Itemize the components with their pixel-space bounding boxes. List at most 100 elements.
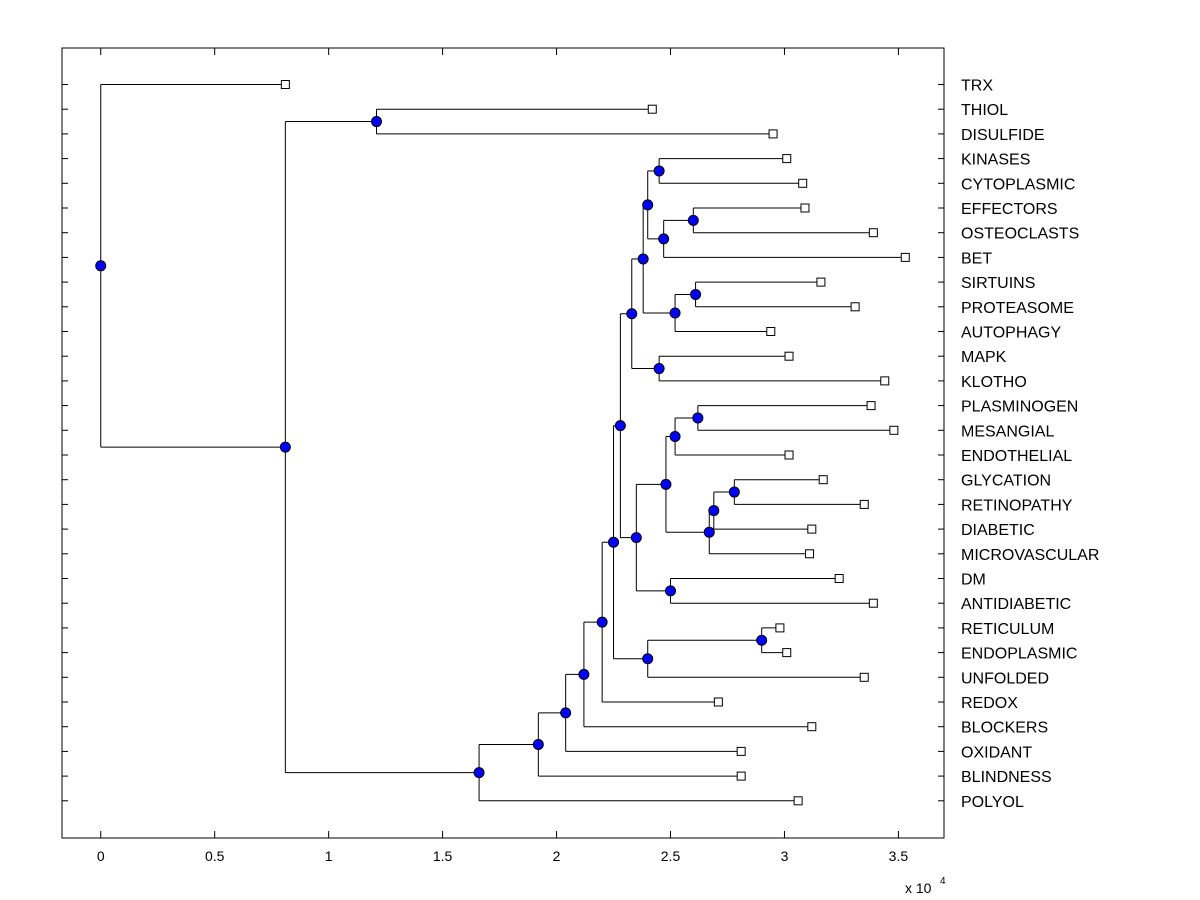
x-tick-label: 2.5 xyxy=(661,848,681,864)
leaf-marker-bet xyxy=(900,252,910,262)
cluster-node xyxy=(756,634,768,646)
leaf-label-sirtuins: SIRTUINS xyxy=(961,275,1035,292)
cluster-node xyxy=(596,616,608,628)
leaf-marker-blindness xyxy=(736,771,746,781)
cluster-node xyxy=(532,739,544,751)
leaf-label-klotho: KLOTHO xyxy=(961,374,1027,391)
cluster-node xyxy=(642,653,654,665)
leaf-label-endoplasmic: ENDOPLASMIC xyxy=(961,646,1077,663)
cluster-node xyxy=(630,532,642,544)
leaf-marker-kinases xyxy=(782,154,792,164)
leaf-marker-glycation xyxy=(818,475,828,485)
leaf-marker-microvascular xyxy=(805,549,815,559)
leaf-label-microvascular: MICROVASCULAR xyxy=(961,547,1099,564)
cluster-node xyxy=(692,412,704,424)
leaf-marker-endoplasmic xyxy=(782,648,792,658)
leaf-label-disulfide: DISULFIDE xyxy=(961,127,1045,144)
leaf-label-retinopathy: RETINOPATHY xyxy=(961,497,1073,514)
leaf-label-proteasome: PROTEASOME xyxy=(961,300,1074,317)
leaf-marker-mesangial xyxy=(889,425,899,435)
leaf-label-diabetic: DIABETIC xyxy=(961,522,1035,539)
cluster-node xyxy=(626,308,638,320)
cluster-node xyxy=(687,214,699,226)
cluster-node xyxy=(371,116,383,128)
x-tick-label: 0.5 xyxy=(205,848,225,864)
leaf-label-autophagy: AUTOPHAGY xyxy=(961,325,1062,342)
leaf-marker-cytoplasmic xyxy=(798,178,808,188)
leaf-label-blindness: BLINDNESS xyxy=(961,769,1052,786)
x-scale-label: x 10 xyxy=(905,880,932,896)
leaf-label-blockers: BLOCKERS xyxy=(961,720,1048,737)
leaf-label-kinases: KINASES xyxy=(961,152,1030,169)
cluster-node xyxy=(660,478,672,490)
leaf-marker-klotho xyxy=(880,376,890,386)
cluster-node xyxy=(669,307,681,319)
leaf-marker-effectors xyxy=(800,203,810,213)
leaf-marker-mapk xyxy=(784,351,794,361)
leaf-label-bet: BET xyxy=(961,250,992,267)
x-tick-label: 0 xyxy=(97,848,105,864)
x-axis: 0 0.5 1 1.5 2 2.5 3 3.5 xyxy=(97,48,909,864)
leaf-label-oxidant: OXIDANT xyxy=(961,744,1032,761)
node-markers xyxy=(95,116,768,779)
leaf-marker-retinopathy xyxy=(859,499,869,509)
leaf-marker-polyol xyxy=(793,796,803,806)
cluster-node xyxy=(665,585,677,597)
leaf-marker-antidiabetic xyxy=(868,598,878,608)
y-tick-marks xyxy=(62,84,944,802)
leaf-marker-dm xyxy=(834,574,844,583)
leaf-marker-autophagy xyxy=(766,327,776,336)
leaf-marker-reticulum xyxy=(775,623,785,633)
leaf-marker-redox xyxy=(713,697,723,707)
x-tick-label: 1.5 xyxy=(433,848,453,864)
leaf-label-osteoclasts: OSTEOCLASTS xyxy=(961,226,1079,243)
leaf-label-mapk: MAPK xyxy=(961,349,1007,366)
cluster-node xyxy=(658,233,670,245)
leaf-marker-plasminogen xyxy=(866,401,876,411)
leaf-label-trx: TRX xyxy=(961,78,993,95)
leaf-label-plasminogen: PLASMINOGEN xyxy=(961,399,1078,416)
cluster-node xyxy=(95,260,107,272)
leaf-label-mesangial: MESANGIAL xyxy=(961,423,1054,440)
cluster-node xyxy=(614,420,626,432)
cluster-node xyxy=(708,505,720,517)
leaf-label-cytoplasmic: CYTOPLASMIC xyxy=(961,176,1075,193)
plot-area xyxy=(61,47,945,839)
leaf-marker-blockers xyxy=(807,722,817,732)
leaf-label-reticulum: RETICULUM xyxy=(961,621,1054,638)
cluster-node xyxy=(279,441,291,453)
cluster-node xyxy=(703,526,715,538)
cluster-node xyxy=(560,707,572,719)
x-tick-label: 1 xyxy=(325,848,333,864)
cluster-node xyxy=(642,199,654,211)
x-tick-label: 3 xyxy=(781,848,789,864)
leaf-marker-diabetic xyxy=(807,524,817,534)
leaf-label-effectors: EFFECTORS xyxy=(961,201,1058,218)
leaf-marker-proteasome xyxy=(850,302,860,312)
cluster-node xyxy=(728,486,740,498)
cluster-node xyxy=(653,363,665,375)
leaf-label-glycation: GLYCATION xyxy=(961,473,1051,490)
leaf-marker-thiol xyxy=(647,104,657,114)
leaf-label-endothelial: ENDOTHELIAL xyxy=(961,448,1072,465)
x-tick-label: 3.5 xyxy=(889,848,909,864)
cluster-node xyxy=(669,430,681,442)
cluster-node xyxy=(690,288,702,300)
cluster-node xyxy=(608,536,620,548)
leaf-label-polyol: POLYOL xyxy=(961,794,1024,811)
x-scale-exponent: 4 xyxy=(940,876,946,887)
leaf-marker-endothelial xyxy=(784,450,794,460)
x-tick-label: 2 xyxy=(553,848,561,864)
leaf-label-unfolded: UNFOLDED xyxy=(961,670,1049,687)
cluster-node xyxy=(578,668,590,680)
leaf-marker-oxidant xyxy=(736,746,746,756)
leaf-marker-unfolded xyxy=(859,672,869,682)
leaf-label-dm: DM xyxy=(961,572,986,589)
leaf-label-thiol: THIOL xyxy=(961,102,1008,119)
leaf-marker-disulfide xyxy=(768,129,778,139)
leaf-labels: TRX THIOL DISULFIDE KINASES CYTOPLASMIC EFFEC… xyxy=(961,78,1099,811)
leaf-label-redox: REDOX xyxy=(961,695,1018,712)
leaf-marker-osteoclasts xyxy=(868,228,878,238)
cluster-node xyxy=(473,767,485,779)
